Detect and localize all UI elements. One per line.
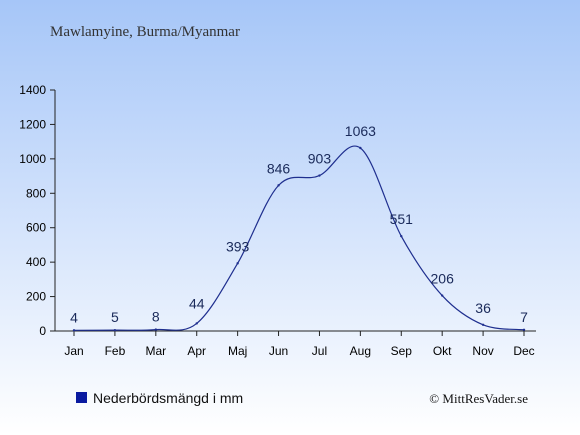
data-label: 8 — [152, 309, 160, 325]
x-tick-label: Okt — [433, 344, 452, 358]
credit-text: © MittResVader.se — [429, 391, 528, 406]
data-label: 4 — [70, 309, 78, 325]
x-tick-label: Aug — [350, 344, 371, 358]
x-tick-label: Maj — [228, 344, 247, 358]
data-label: 1063 — [345, 123, 376, 139]
x-tick-label: Mar — [145, 344, 166, 358]
y-tick-label: 1000 — [19, 152, 46, 166]
data-point — [277, 184, 280, 187]
y-tick-label: 1200 — [19, 117, 46, 131]
data-point — [359, 146, 362, 150]
y-axis-ticks: 0 200 400 600 800 1000 1200 1400 — [19, 83, 55, 338]
x-tick-label: Sep — [391, 344, 413, 358]
data-point — [195, 322, 198, 325]
data-label: 44 — [189, 295, 205, 311]
y-tick-label: 800 — [26, 186, 46, 200]
data-points — [72, 146, 526, 332]
data-label: 36 — [475, 300, 491, 316]
data-point — [72, 329, 76, 332]
x-tick-label: Jul — [312, 344, 327, 358]
y-tick-label: 200 — [26, 290, 46, 304]
chart-title: Mawlamyine, Burma/Myanmar — [50, 24, 240, 40]
legend-label: Nederbördsmängd i mm — [93, 390, 243, 406]
x-tick-label: Feb — [105, 344, 126, 358]
data-point — [481, 323, 485, 327]
data-label: 5 — [111, 309, 119, 325]
data-label: 393 — [226, 238, 250, 254]
x-tick-label: Nov — [472, 344, 493, 358]
x-tick-label: Jun — [269, 344, 288, 358]
data-point — [154, 328, 158, 331]
data-labels: 4 5 8 44 393 846 903 1063 551 206 36 7 — [70, 123, 528, 325]
x-tick-label: Apr — [187, 344, 206, 358]
data-point — [400, 234, 403, 238]
data-point — [236, 262, 239, 265]
y-tick-label: 400 — [26, 255, 46, 269]
data-point — [113, 328, 117, 332]
data-label: 206 — [431, 271, 455, 287]
data-point — [522, 328, 526, 331]
data-point — [318, 174, 321, 177]
x-axis-ticks: Jan Feb Mar Apr Maj Jun Jul Aug Sep Okt Nov Dec — [64, 331, 535, 358]
axes — [54, 90, 536, 332]
legend-marker — [76, 392, 87, 403]
data-label: 551 — [390, 211, 414, 227]
data-label: 846 — [267, 160, 291, 176]
y-tick-label: 600 — [26, 221, 46, 235]
y-tick-label: 1400 — [19, 83, 46, 97]
x-tick-label: Dec — [513, 344, 534, 358]
data-label: 903 — [308, 151, 332, 167]
x-tick-label: Jan — [64, 344, 83, 358]
legend: Nederbördsmängd i mm — [76, 390, 243, 406]
y-tick-label: 0 — [39, 324, 46, 338]
data-label: 7 — [520, 309, 528, 325]
data-point — [440, 294, 444, 297]
